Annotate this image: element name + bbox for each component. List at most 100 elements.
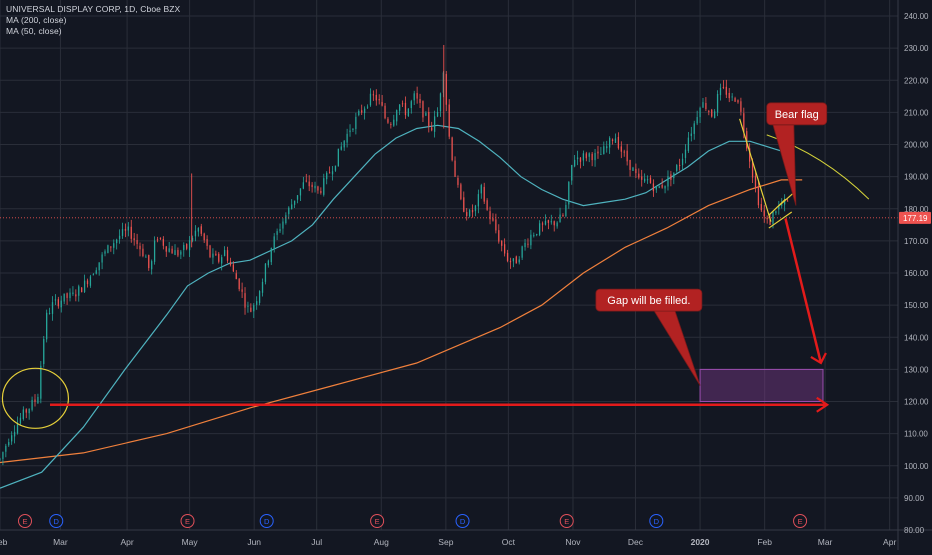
- candle-body: [291, 204, 293, 210]
- candle-body: [139, 245, 141, 250]
- candle-body: [696, 117, 698, 124]
- candle-body: [110, 246, 112, 248]
- candle-body: [288, 207, 290, 215]
- candle-body: [241, 289, 243, 292]
- candle-body: [527, 243, 529, 245]
- event-label: E: [798, 517, 803, 526]
- candle-body: [183, 245, 185, 251]
- gap-zone-layer: [699, 368, 824, 403]
- candle-body: [285, 215, 287, 224]
- candle-body: [509, 261, 512, 263]
- y-tick-label: 230.00: [904, 44, 929, 53]
- candle-body: [46, 312, 48, 340]
- drawings-layer: Bear flag Gap will be filled.: [0, 102, 898, 429]
- candle-body: [407, 108, 410, 117]
- candle-body: [130, 226, 132, 239]
- candle-body: [361, 110, 363, 113]
- candle-body: [375, 94, 377, 101]
- candle-body: [0, 458, 1, 460]
- y-tick-label: 180.00: [904, 205, 929, 214]
- candle-body: [156, 239, 159, 241]
- candle-body: [317, 186, 319, 191]
- candle-body: [778, 205, 780, 210]
- candle-body: [448, 104, 450, 137]
- x-tick-label: Apr: [883, 537, 896, 547]
- event-label: E: [185, 517, 190, 526]
- candle-body: [439, 93, 442, 112]
- candle-body: [2, 452, 4, 459]
- dividend-event-icon: [455, 514, 470, 528]
- candle-body: [401, 103, 404, 105]
- candle-body: [460, 184, 462, 200]
- candle-body: [626, 150, 628, 162]
- candle-body: [264, 263, 267, 282]
- candle-body: [363, 108, 366, 114]
- earnings-event-icon: [370, 514, 385, 528]
- candle-body: [124, 229, 127, 231]
- candle-body: [667, 176, 669, 187]
- candle-body: [212, 253, 214, 258]
- candle-body: [13, 431, 16, 437]
- y-tick-label: 240.00: [904, 12, 929, 21]
- bear-flag-callout-text: Bear flag: [775, 109, 819, 121]
- candle-body: [600, 153, 602, 155]
- grid-layer: [0, 0, 898, 531]
- candle-body: [250, 307, 252, 312]
- candle-body: [276, 231, 278, 235]
- y-tick-label: 150.00: [904, 301, 929, 310]
- candle-body: [247, 305, 249, 307]
- candle-body: [643, 178, 646, 182]
- candle-body: [145, 256, 147, 258]
- candle-body: [681, 158, 684, 166]
- candle-body: [372, 94, 375, 96]
- y-tick-label: 210.00: [904, 108, 929, 117]
- candle-body: [293, 200, 296, 205]
- gap-callout-tail: [653, 310, 701, 386]
- candle-body: [346, 133, 348, 143]
- candle-body: [410, 101, 412, 109]
- candle-body: [221, 257, 223, 264]
- y-tick-label: 200.00: [904, 141, 929, 150]
- candle-body: [763, 210, 765, 217]
- candle-body: [702, 102, 704, 108]
- candle-body: [571, 165, 573, 181]
- candle-body: [495, 219, 497, 231]
- candle-body: [256, 301, 258, 305]
- candle-body: [419, 98, 421, 103]
- x-tick-label: Aug: [374, 537, 389, 547]
- candle-body: [238, 278, 240, 290]
- candle-body: [687, 137, 690, 152]
- candle-body: [769, 218, 771, 226]
- candle-body: [43, 339, 45, 365]
- candle-body: [538, 223, 541, 235]
- candle-body: [708, 110, 710, 112]
- current-price-tag: [899, 211, 931, 224]
- candles-layer: [0, 44, 789, 466]
- candle-body: [740, 101, 742, 112]
- earnings-event-icon: [18, 514, 33, 528]
- candle-body: [22, 409, 24, 419]
- candle-body: [177, 249, 179, 256]
- candle-body: [101, 254, 103, 263]
- candle-body: [746, 131, 748, 149]
- candle-body: [606, 146, 608, 149]
- candle-body: [171, 248, 173, 254]
- candle-body: [617, 136, 620, 149]
- candle-body: [699, 107, 701, 118]
- candle-body: [503, 244, 506, 254]
- candle-body: [711, 109, 713, 117]
- candle-body: [133, 238, 135, 241]
- candle-body: [104, 251, 106, 254]
- candle-body: [159, 237, 162, 239]
- event-label: E: [564, 517, 569, 526]
- x-tick-label: Jun: [247, 537, 261, 547]
- candle-body: [302, 182, 305, 189]
- candle-body: [308, 181, 310, 187]
- candle-body: [498, 230, 500, 242]
- candle-body: [267, 260, 270, 266]
- candle-body: [719, 87, 722, 96]
- candle-body: [559, 214, 561, 223]
- current-price-label: 177.19: [903, 214, 928, 223]
